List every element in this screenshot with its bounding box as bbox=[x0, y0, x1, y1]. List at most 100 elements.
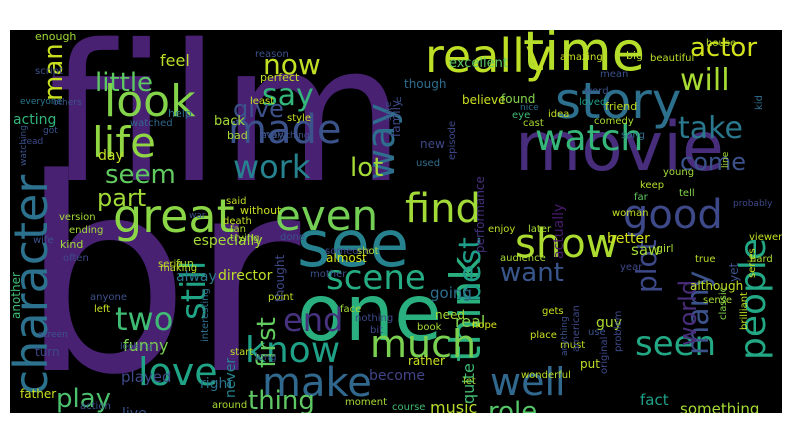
word-woman: woman bbox=[612, 208, 649, 219]
word-everyone: everyone bbox=[20, 97, 63, 107]
word-shot: shot bbox=[357, 246, 379, 257]
word-point: point bbox=[268, 292, 294, 303]
word-screen: screen bbox=[38, 330, 68, 340]
word-making: making bbox=[160, 263, 197, 274]
word-turn: turn bbox=[35, 345, 60, 359]
word-kind: kind bbox=[60, 238, 83, 251]
word-cast: cast bbox=[523, 118, 544, 129]
word-problem: problem bbox=[613, 311, 624, 352]
word-ending: ending bbox=[69, 225, 103, 236]
word-anyone: anyone bbox=[90, 292, 127, 303]
word-lot: lot bbox=[350, 153, 383, 183]
word-little: little bbox=[95, 68, 153, 98]
word-wonderful: wonderful bbox=[521, 370, 571, 381]
word-make: make bbox=[262, 360, 372, 406]
word-scene: scene bbox=[326, 258, 426, 298]
word-enough: enough bbox=[35, 30, 76, 43]
word-brilliant: brilliant bbox=[739, 292, 750, 330]
word-movie: movie bbox=[515, 108, 724, 187]
word-fan: fan bbox=[230, 224, 246, 235]
word-back: back bbox=[214, 114, 245, 129]
word-take: take bbox=[678, 111, 743, 146]
word-bit: bit bbox=[370, 325, 383, 336]
word-comedy: comedy bbox=[594, 116, 634, 127]
word-rather: rather bbox=[408, 354, 445, 368]
word-left: left bbox=[94, 304, 110, 315]
word-way: way bbox=[359, 103, 403, 180]
word-actually: actually bbox=[551, 204, 567, 259]
word-real: real bbox=[455, 312, 485, 331]
word-without: without bbox=[240, 204, 282, 217]
word-though: though bbox=[404, 77, 446, 91]
word-audience: audience bbox=[500, 253, 546, 264]
word-live: live bbox=[122, 406, 147, 413]
word-good: good bbox=[623, 192, 723, 238]
word-true: true bbox=[695, 254, 716, 265]
word-hard: hard bbox=[750, 254, 773, 265]
word-gets: gets bbox=[542, 306, 564, 317]
word-may: may bbox=[260, 128, 284, 141]
word-enjoy: enjoy bbox=[488, 224, 515, 235]
word-least: least bbox=[250, 96, 274, 107]
word-place: place bbox=[530, 330, 557, 341]
word-far: far bbox=[634, 192, 649, 203]
word-reason: reason bbox=[255, 49, 289, 60]
word-especially: especially bbox=[193, 233, 263, 249]
word-family: family bbox=[389, 100, 403, 137]
word-nice: nice bbox=[520, 103, 539, 113]
word-acting: acting bbox=[13, 112, 56, 128]
cloud-background bbox=[10, 30, 782, 413]
word-around: around bbox=[212, 400, 247, 411]
word-time: time bbox=[523, 30, 645, 83]
word-long: long bbox=[255, 352, 277, 363]
word-still: still bbox=[174, 261, 214, 320]
word-amazing: amazing bbox=[560, 52, 603, 63]
word-best: best bbox=[453, 237, 488, 302]
word-become: become bbox=[369, 368, 425, 384]
word-big: big bbox=[626, 49, 643, 62]
word-even: even bbox=[275, 191, 378, 240]
word-first: first bbox=[252, 317, 282, 368]
word-beautiful: beautiful bbox=[650, 53, 694, 64]
word-fun: fun bbox=[176, 257, 194, 270]
word-help: help bbox=[168, 107, 192, 120]
word-year: year bbox=[620, 262, 643, 273]
word-american: american bbox=[571, 305, 582, 352]
word-wife: wife bbox=[33, 235, 54, 246]
word-kid: kid bbox=[754, 95, 765, 110]
word-song: song bbox=[621, 130, 645, 141]
word-course: course bbox=[392, 402, 425, 413]
word-probably: probably bbox=[733, 199, 773, 209]
word-new: new bbox=[420, 137, 445, 151]
word-later: later bbox=[528, 224, 552, 235]
word-quite: quite bbox=[459, 363, 478, 404]
word-u: u bbox=[396, 95, 402, 105]
word-alway: alway bbox=[176, 269, 217, 285]
word-director: director bbox=[218, 268, 273, 284]
word-anything: anything bbox=[560, 316, 570, 356]
word-line: line bbox=[721, 151, 731, 168]
word-sense: sense bbox=[703, 295, 732, 306]
word-must: must bbox=[560, 340, 585, 351]
word-something: something bbox=[680, 400, 759, 413]
word-seem: seem bbox=[105, 160, 176, 190]
word-actor: actor bbox=[690, 33, 757, 63]
word-sure: sure bbox=[384, 101, 394, 121]
word-version: version bbox=[59, 212, 96, 223]
word-found: found bbox=[501, 92, 535, 106]
word-better: better bbox=[607, 231, 650, 247]
word-word: word bbox=[584, 86, 609, 97]
word-performance: performance bbox=[473, 176, 487, 253]
word-life: life bbox=[92, 118, 156, 167]
word-br: br bbox=[20, 122, 303, 413]
word-man: man bbox=[39, 43, 69, 101]
word-seen: seen bbox=[635, 324, 716, 364]
word-tell: tell bbox=[679, 188, 695, 199]
word-look: look bbox=[104, 76, 196, 127]
word-hope: hope bbox=[472, 320, 497, 331]
word-believe: believe bbox=[462, 93, 506, 107]
word-death: death bbox=[223, 216, 252, 227]
word-keep: keep bbox=[640, 180, 664, 191]
